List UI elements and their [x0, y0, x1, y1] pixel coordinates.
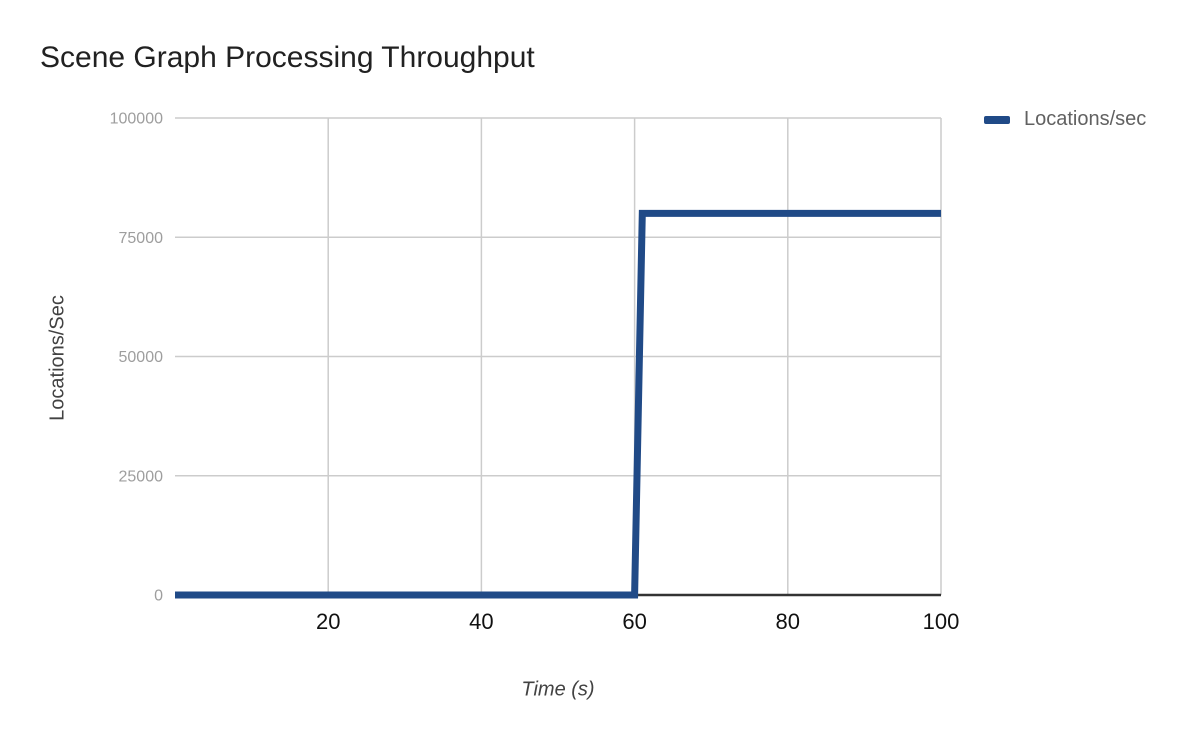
y-axis-title: Locations/Sec	[46, 295, 69, 421]
y-tick-label: 25000	[119, 468, 164, 485]
x-axis-title: Time (s)	[521, 678, 595, 701]
x-tick-label: 80	[776, 609, 800, 634]
x-tick-label: 100	[923, 609, 960, 634]
chart-title: Scene Graph Processing Throughput	[40, 41, 535, 74]
legend: Locations/sec	[984, 108, 1146, 131]
series-line	[175, 209, 941, 599]
y-tick-label: 0	[154, 588, 163, 605]
x-tick-label: 60	[622, 609, 646, 634]
legend-label: Locations/sec	[1024, 108, 1147, 130]
y-tick-label: 100000	[110, 111, 163, 128]
x-tick-label: 40	[469, 609, 493, 634]
x-tick-label: 20	[316, 609, 340, 634]
y-tick-label: 50000	[119, 349, 164, 366]
y-tick-label: 75000	[119, 230, 164, 247]
legend-swatch-icon	[984, 115, 1010, 124]
